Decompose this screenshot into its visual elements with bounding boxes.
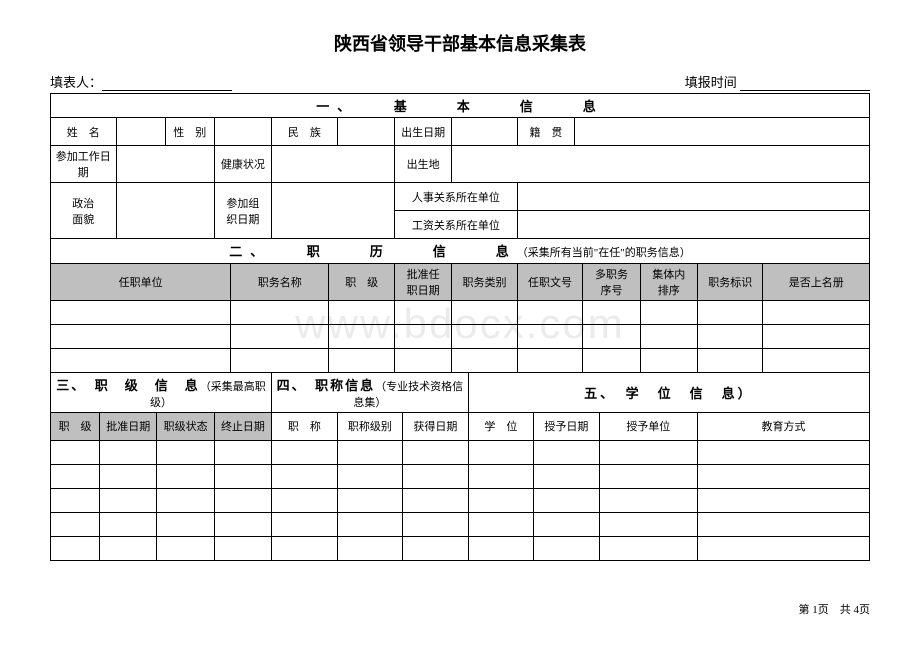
- input-native[interactable]: [575, 118, 870, 146]
- h2-approve: 批准任 职日期: [394, 263, 451, 300]
- date-label: 填报时间: [685, 72, 870, 91]
- table-row: [51, 464, 870, 488]
- h5-mode: 教育方式: [697, 412, 869, 440]
- label-political: 政治 面貌: [51, 183, 117, 239]
- input-wageunit[interactable]: [517, 211, 869, 239]
- header-row: 填表人： 填报时间: [50, 72, 870, 91]
- table-row: [51, 300, 870, 324]
- input-health[interactable]: [272, 146, 395, 183]
- h3-approve: 批准日期: [100, 412, 157, 440]
- input-ethnicity[interactable]: [337, 118, 394, 146]
- h2-rank: 职 级: [329, 263, 395, 300]
- h3-rank: 职 级: [51, 412, 100, 440]
- table-row: [51, 440, 870, 464]
- filler-label: 填表人：: [50, 72, 232, 91]
- input-political[interactable]: [116, 183, 214, 239]
- form-title: 陕西省领导干部基本信息采集表: [50, 30, 870, 56]
- table-row: [51, 348, 870, 372]
- input-hrunit[interactable]: [517, 183, 869, 211]
- label-workdate: 参加工作日期: [51, 146, 117, 183]
- date-text: 填报时间: [685, 75, 737, 90]
- h2-unit: 任职单位: [51, 263, 231, 300]
- h2-jobmark: 职务标识: [697, 263, 763, 300]
- page-footer: 第 1页 共 4页: [50, 601, 870, 617]
- input-gender[interactable]: [214, 118, 271, 146]
- input-workdate[interactable]: [116, 146, 214, 183]
- input-name[interactable]: [116, 118, 165, 146]
- label-birthplace: 出生地: [394, 146, 451, 183]
- section2-header: 二、 职 历 信 息（采集所有当前"在任"的职务信息）: [51, 239, 870, 263]
- table-row: [51, 536, 870, 560]
- section5-title-text: 五、 学 位 信 息）: [584, 386, 754, 401]
- h3-end: 终止日期: [214, 412, 271, 440]
- h2-type: 职务类别: [452, 263, 518, 300]
- section1-header: 一、 基 本 信 息: [51, 94, 870, 118]
- h2-multiseq: 多职务 序号: [583, 263, 640, 300]
- label-name: 姓 名: [51, 118, 117, 146]
- label-ethnicity: 民 族: [272, 118, 338, 146]
- label-wageunit: 工资关系所在单位: [394, 211, 517, 239]
- section1-table: 一、 基 本 信 息 姓 名 性 别 民 族 出生日期 籍 贯 参加工作日期 健…: [50, 93, 870, 239]
- h3-status: 职级状态: [157, 412, 214, 440]
- label-orgdate: 参加组 织日期: [214, 183, 271, 239]
- h5-degree: 学 位: [468, 412, 534, 440]
- label-hrunit: 人事关系所在单位: [394, 183, 517, 211]
- section3-header: 三、 职 级 信 息（采集最高职级）: [51, 373, 272, 413]
- filler-underline[interactable]: [102, 77, 232, 91]
- h5-date: 授予日期: [534, 412, 600, 440]
- section5-header: 五、 学 位 信 息）: [468, 373, 869, 413]
- label-health: 健康状况: [214, 146, 271, 183]
- form-wrapper: 陕西省领导干部基本信息采集表 填表人： 填报时间 一、 基 本 信 息 姓 名 …: [50, 30, 870, 617]
- h4-rank: 职称级别: [337, 412, 403, 440]
- h5-unit: 授予单位: [599, 412, 697, 440]
- filler-text: 填表人：: [50, 75, 102, 90]
- h2-docno: 任职文号: [517, 263, 583, 300]
- input-birthdate[interactable]: [452, 118, 518, 146]
- section2-table: 二、 职 历 信 息（采集所有当前"在任"的职务信息） 任职单位 职务名称 职 …: [50, 239, 870, 373]
- table-row: [51, 488, 870, 512]
- section4-header: 四、 职称信息（专业技术资格信息集）: [272, 373, 469, 413]
- label-gender: 性 别: [165, 118, 214, 146]
- section2-note: （采集所有当前"在任"的职务信息）: [517, 247, 691, 259]
- label-native: 籍 贯: [517, 118, 574, 146]
- h2-onlist: 是否上名册: [763, 263, 870, 300]
- input-orgdate[interactable]: [272, 183, 395, 239]
- section3-title-text: 三、 职 级 信 息: [56, 378, 200, 393]
- h4-date: 获得日期: [403, 412, 469, 440]
- h2-jobname: 职务名称: [231, 263, 329, 300]
- table-row: [51, 512, 870, 536]
- date-underline[interactable]: [740, 77, 870, 91]
- table-row: [51, 324, 870, 348]
- section4-title-text: 四、 职称信息: [277, 378, 376, 393]
- label-birthdate: 出生日期: [394, 118, 451, 146]
- section2-title-text: 二、 职 历 信 息: [229, 244, 517, 259]
- h4-title: 职 称: [272, 412, 338, 440]
- section345-table: 三、 职 级 信 息（采集最高职级） 四、 职称信息（专业技术资格信息集） 五、…: [50, 373, 870, 561]
- h2-grouprank: 集体内 排序: [640, 263, 697, 300]
- input-birthplace[interactable]: [452, 146, 870, 183]
